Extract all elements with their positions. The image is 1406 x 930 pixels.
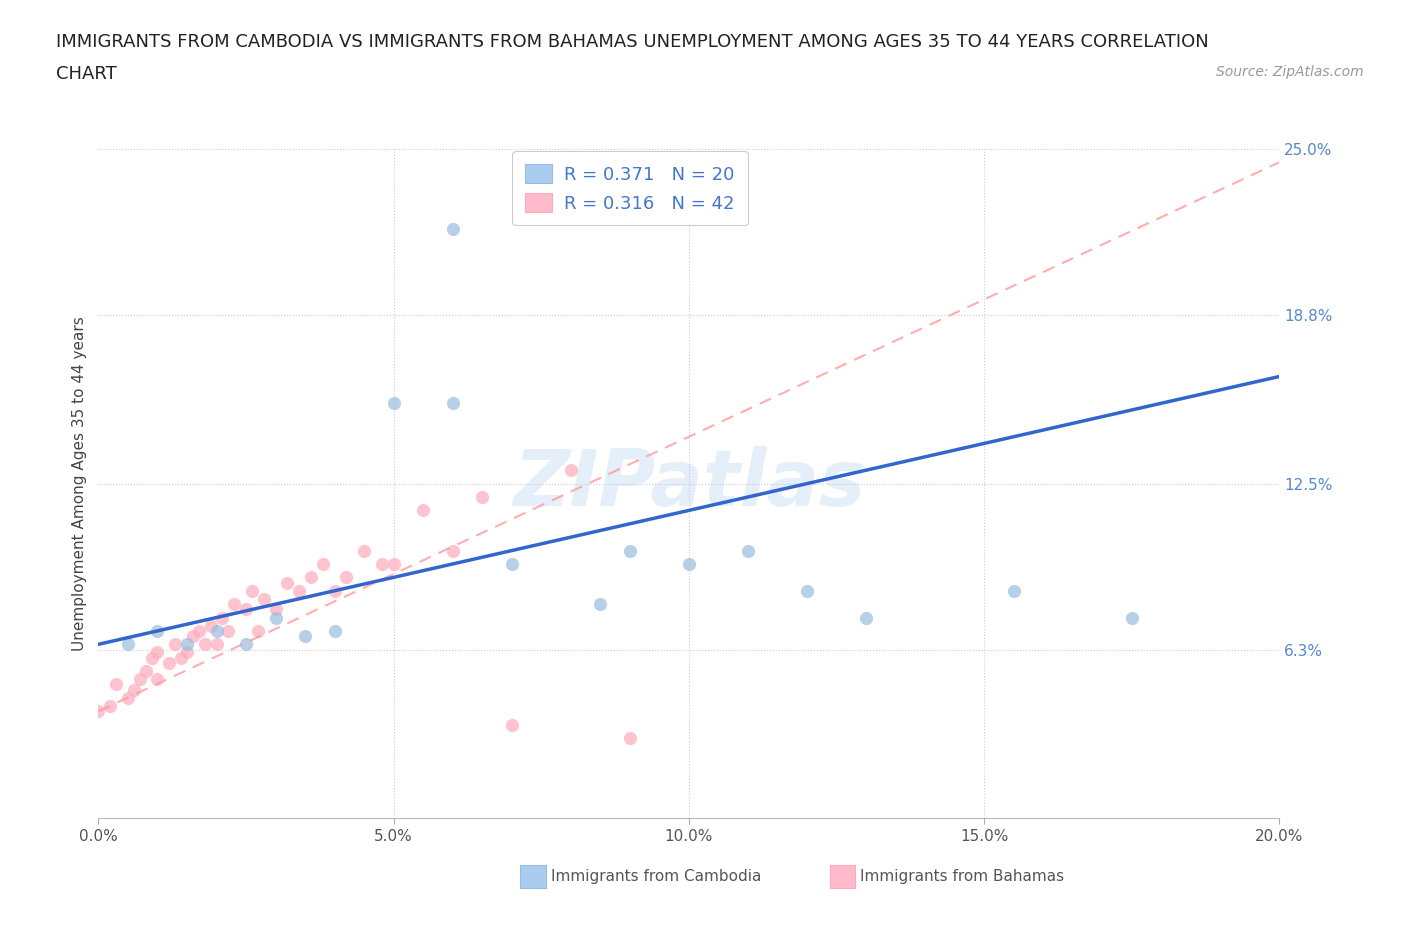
Point	[146, 644, 169, 659]
Point	[441, 543, 464, 558]
Point	[382, 396, 405, 411]
Point	[146, 623, 169, 638]
Point	[501, 717, 523, 732]
Point	[170, 650, 193, 665]
Point	[312, 556, 335, 571]
Point	[194, 637, 217, 652]
Point	[246, 623, 269, 638]
Point	[1002, 583, 1025, 598]
Text: ZIPatlas: ZIPatlas	[513, 445, 865, 522]
Point	[187, 623, 209, 638]
Legend: R = 0.371   N = 20, R = 0.316   N = 42: R = 0.371 N = 20, R = 0.316 N = 42	[512, 152, 748, 225]
Point	[589, 597, 612, 612]
Point	[441, 396, 464, 411]
Point	[678, 556, 700, 571]
Text: Immigrants from Cambodia: Immigrants from Cambodia	[551, 870, 762, 884]
Text: Source: ZipAtlas.com: Source: ZipAtlas.com	[1216, 65, 1364, 79]
Point	[235, 637, 257, 652]
Point	[200, 618, 222, 633]
Point	[240, 583, 263, 598]
Point	[224, 597, 246, 612]
Point	[235, 602, 257, 617]
Point	[737, 543, 759, 558]
Point	[87, 704, 110, 719]
Point	[205, 637, 228, 652]
Point	[205, 623, 228, 638]
Point	[471, 489, 494, 504]
Point	[323, 623, 346, 638]
Point	[176, 644, 198, 659]
Point	[353, 543, 375, 558]
Text: Immigrants from Bahamas: Immigrants from Bahamas	[860, 870, 1064, 884]
Text: CHART: CHART	[56, 65, 117, 83]
Point	[560, 463, 582, 478]
Point	[294, 629, 316, 644]
Point	[122, 683, 145, 698]
Point	[253, 591, 276, 606]
Point	[288, 583, 311, 598]
Point	[98, 698, 121, 713]
Point	[165, 637, 187, 652]
Point	[382, 556, 405, 571]
Point	[501, 556, 523, 571]
Point	[1121, 610, 1143, 625]
Point	[323, 583, 346, 598]
Y-axis label: Unemployment Among Ages 35 to 44 years: Unemployment Among Ages 35 to 44 years	[72, 316, 87, 651]
Point	[371, 556, 394, 571]
Point	[619, 731, 641, 746]
Point	[157, 656, 180, 671]
Point	[412, 503, 434, 518]
Point	[128, 671, 150, 686]
Point	[796, 583, 818, 598]
Point	[105, 677, 128, 692]
Point	[276, 576, 298, 591]
Point	[335, 570, 357, 585]
Point	[441, 221, 464, 236]
Point	[176, 637, 198, 652]
Point	[299, 570, 322, 585]
Point	[855, 610, 877, 625]
Point	[146, 671, 169, 686]
Point	[117, 637, 139, 652]
Point	[211, 610, 233, 625]
Point	[181, 629, 204, 644]
Point	[619, 543, 641, 558]
Point	[117, 690, 139, 705]
Point	[217, 623, 239, 638]
Point	[135, 664, 157, 679]
Point	[264, 602, 287, 617]
Point	[141, 650, 163, 665]
Point	[264, 610, 287, 625]
Text: IMMIGRANTS FROM CAMBODIA VS IMMIGRANTS FROM BAHAMAS UNEMPLOYMENT AMONG AGES 35 T: IMMIGRANTS FROM CAMBODIA VS IMMIGRANTS F…	[56, 33, 1209, 50]
